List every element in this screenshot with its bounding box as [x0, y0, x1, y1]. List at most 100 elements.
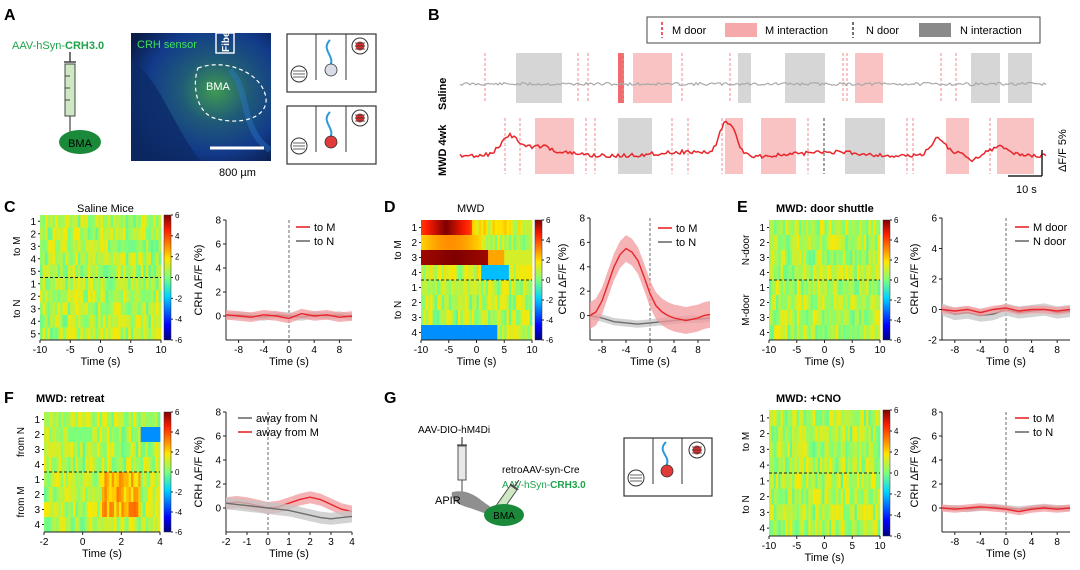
trial-label: 1	[411, 283, 417, 294]
heatmap-cell	[145, 277, 149, 291]
y-tick-label: 6	[215, 432, 221, 443]
heatmap-cell	[89, 457, 93, 473]
heatmap-cell	[444, 250, 447, 266]
heatmap-cell	[859, 250, 862, 266]
heatmap-cell	[95, 290, 99, 303]
heatmap-cell	[153, 265, 157, 278]
heatmap-cell	[782, 410, 786, 427]
heatmap-cell	[150, 457, 154, 473]
heatmap-cell	[803, 410, 807, 427]
heatmap-cell	[877, 265, 881, 281]
heatmap-cell	[806, 457, 809, 474]
heatmap-cell	[527, 250, 531, 266]
heatmap-cell	[140, 227, 144, 241]
heatmap-cell	[444, 295, 447, 311]
heatmap-cell	[826, 250, 830, 266]
heatmap-cell	[121, 427, 125, 443]
heatmap-cell	[792, 220, 795, 236]
heatmap-cell	[803, 220, 807, 236]
heatmap-cell	[525, 280, 528, 296]
heatmap-cell	[819, 457, 823, 474]
heatmap-cell	[460, 325, 464, 341]
heatmap-cell	[462, 235, 466, 251]
heatmap-cell	[82, 442, 86, 458]
trial-label: 2	[34, 430, 40, 441]
heatmap-cell	[808, 295, 812, 311]
heatmap-cell	[51, 457, 55, 473]
heatmap-cell	[80, 265, 84, 278]
heatmap-cell	[787, 441, 791, 458]
heatmap-cell	[140, 517, 144, 533]
heatmap-cell	[803, 250, 807, 266]
heatmap-cell	[158, 290, 162, 303]
heatmap-cell	[123, 252, 127, 266]
heatmap-cell	[854, 265, 858, 281]
heatmap-cell	[843, 250, 846, 266]
heatmap-cell	[771, 295, 775, 311]
heatmap-cell	[789, 220, 793, 236]
heatmap-cell	[432, 265, 436, 281]
heatmap-cell	[123, 227, 127, 241]
heatmap-cell	[73, 472, 76, 488]
heatmap-cell	[153, 277, 157, 291]
arena-schematic-top	[286, 33, 377, 93]
heatmap-cell	[796, 295, 800, 311]
colorbar-gradient	[163, 411, 172, 533]
heatmap-cell	[787, 520, 791, 537]
heatmap-cell	[56, 487, 59, 503]
heatmap-cell	[782, 441, 786, 458]
heatmap-cell	[57, 302, 61, 316]
heatmap-cell	[490, 325, 494, 341]
heatmap-cell	[70, 277, 74, 291]
heatmap-cell	[785, 441, 788, 458]
colorbar-tick-label: -6	[175, 528, 183, 537]
heatmap-cell	[140, 427, 144, 443]
heatmap-cell	[778, 325, 781, 341]
series-line	[225, 502, 353, 520]
heatmap-cell	[511, 280, 514, 296]
heatmap-cell	[75, 240, 79, 253]
trial-label: 4	[34, 460, 40, 471]
heatmap-cell	[504, 250, 507, 266]
heatmap-cell	[114, 427, 117, 443]
heatmap-cell	[499, 325, 503, 341]
heatmap-cell	[515, 325, 519, 341]
heatmap-cell	[42, 227, 46, 241]
heatmap-cell	[97, 240, 101, 253]
heatmap-cell	[106, 487, 110, 503]
heatmap-cell	[143, 442, 146, 458]
heatmap-cell	[103, 215, 106, 228]
heatmap-cell	[133, 487, 137, 503]
heatmap-cell	[506, 310, 510, 326]
heatmap-cell	[73, 442, 76, 458]
heatmap-cell	[870, 504, 874, 521]
heatmap-cell	[135, 487, 139, 503]
heatmap-cell	[147, 442, 151, 458]
heatmap-cell	[77, 412, 81, 428]
heatmap-cell	[870, 425, 874, 442]
colorbar-tick-label: -4	[175, 315, 183, 324]
mwd-trace-line	[459, 120, 1047, 163]
y-tick-label: 0	[931, 305, 937, 316]
heatmap-cell	[843, 520, 846, 537]
heatmap-cell	[787, 488, 791, 505]
heatmap-cell	[806, 520, 809, 537]
heatmap-cell	[130, 277, 134, 291]
heatmap-cell	[133, 277, 137, 291]
heatmap-cell	[787, 504, 791, 521]
heatmap-cell	[63, 487, 67, 503]
heatmap-cell	[106, 472, 110, 488]
heatmap-cell	[778, 520, 781, 537]
heatmap-cell	[100, 215, 104, 228]
heatmap-cell	[822, 250, 825, 266]
heatmap-cell	[838, 473, 842, 490]
heatmap-cell	[808, 441, 812, 458]
heatmap-cell	[787, 410, 791, 427]
heatmap-cell	[434, 295, 438, 311]
y-axis-label: CRH ΔF/F (%)	[193, 245, 205, 316]
heatmap-cell	[782, 220, 786, 236]
x-tick-label: 4	[311, 345, 317, 356]
heatmap-cell	[495, 220, 498, 236]
heatmap-cell	[840, 457, 844, 474]
heatmap-cell	[42, 315, 46, 328]
